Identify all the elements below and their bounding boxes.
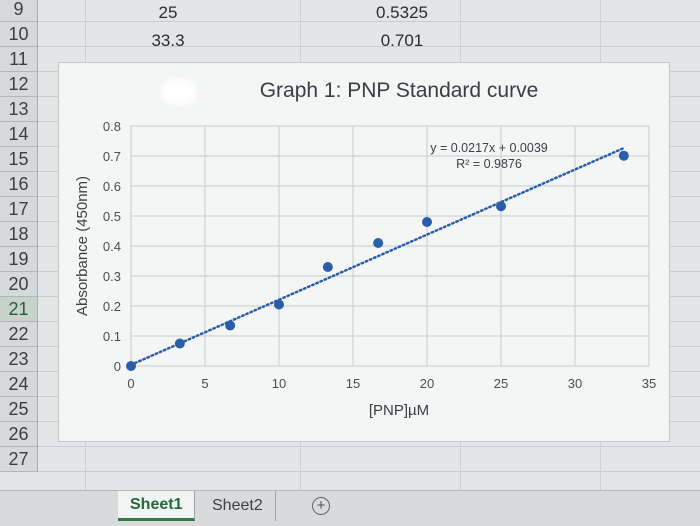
chart-title: Graph 1: PNP Standard curve bbox=[259, 79, 539, 102]
plus-circle-icon[interactable]: + bbox=[312, 497, 330, 515]
x-tick-label: 35 bbox=[642, 376, 656, 391]
grid-row bbox=[38, 22, 700, 47]
grid-row bbox=[38, 422, 700, 447]
y-tick-label: 0 bbox=[114, 359, 121, 374]
row-header-10[interactable]: 10 bbox=[0, 22, 38, 47]
row-header-27[interactable]: 27 bbox=[0, 447, 38, 472]
row-header-19[interactable]: 19 bbox=[0, 247, 38, 272]
y-tick-label: 0.6 bbox=[103, 179, 121, 194]
trendline-equation: y = 0.0217x + 0.0039 bbox=[430, 141, 548, 155]
y-tick-label: 0.2 bbox=[103, 299, 121, 314]
data-point bbox=[126, 361, 136, 371]
x-tick-label: 30 bbox=[568, 376, 582, 391]
cell-b9[interactable]: 0.5325 bbox=[376, 3, 428, 22]
y-tick-label: 0.1 bbox=[103, 329, 121, 344]
x-axis-label: [PNP]µM bbox=[369, 402, 429, 419]
y-tick-label: 0.4 bbox=[103, 239, 121, 254]
data-point bbox=[618, 150, 629, 161]
data-point bbox=[496, 201, 506, 212]
row-header-12[interactable]: 12 bbox=[0, 72, 38, 97]
cell-a10[interactable]: 33.3 bbox=[151, 31, 185, 50]
x-tick-label: 20 bbox=[420, 376, 434, 391]
x-tick-label: 0 bbox=[127, 376, 134, 391]
row-header-25[interactable]: 25 bbox=[0, 397, 38, 422]
row-header-18[interactable]: 18 bbox=[0, 222, 38, 247]
row-header-14[interactable]: 14 bbox=[0, 122, 38, 147]
y-tick-label: 0.8 bbox=[103, 119, 121, 134]
row-header-26[interactable]: 26 bbox=[0, 422, 38, 447]
y-tick-label: 0.7 bbox=[103, 149, 121, 164]
x-tick-label: 10 bbox=[272, 376, 286, 391]
chart-area[interactable]: Graph 1: PNP Standard curve 0 0.1 0.2 0.3 0.… bbox=[58, 62, 670, 442]
scatter-plot: 0 0.1 0.2 0.3 0.4 0.5 0.6 0.7 0.8 0 5 10 15 20 25 30 35 y… bbox=[74, 119, 656, 419]
x-tick-label: 5 bbox=[201, 376, 208, 391]
grid-row bbox=[38, 0, 700, 22]
screen-glare bbox=[165, 82, 193, 102]
data-point bbox=[373, 238, 384, 248]
tab-sheet1[interactable]: Sheet1 bbox=[118, 491, 196, 521]
row-header-9[interactable]: 9 bbox=[0, 0, 38, 22]
x-tick-label: 25 bbox=[494, 376, 508, 391]
data-point bbox=[225, 320, 236, 331]
row-header-15[interactable]: 15 bbox=[0, 147, 38, 172]
trendline bbox=[129, 146, 626, 367]
row-header-23[interactable]: 23 bbox=[0, 347, 38, 372]
data-point bbox=[322, 262, 333, 272]
row-header-11[interactable]: 11 bbox=[0, 47, 38, 72]
data-point bbox=[174, 338, 185, 349]
row-header-24[interactable]: 24 bbox=[0, 372, 38, 397]
data-point bbox=[274, 299, 284, 310]
r-squared-label: R² = 0.9876 bbox=[456, 157, 522, 171]
data-point bbox=[422, 217, 432, 227]
y-tick-label: 0.5 bbox=[103, 209, 121, 224]
cell-b10[interactable]: 0.701 bbox=[380, 31, 424, 50]
cell-a9[interactable]: 25 bbox=[158, 3, 178, 22]
tab-sheet2[interactable]: Sheet2 bbox=[200, 491, 276, 521]
row-header-20[interactable]: 20 bbox=[0, 272, 38, 297]
sheet-tab-bar: Sheet1 Sheet2 + bbox=[0, 490, 700, 526]
grid-row bbox=[38, 447, 700, 472]
y-tick-label: 0.3 bbox=[103, 269, 121, 284]
row-header-13[interactable]: 13 bbox=[0, 97, 38, 122]
row-header-21[interactable]: 21 bbox=[0, 297, 38, 322]
y-axis-label: Absorbance (450nm) bbox=[74, 176, 91, 316]
row-header-22[interactable]: 22 bbox=[0, 322, 38, 347]
row-header-16[interactable]: 16 bbox=[0, 172, 38, 197]
x-tick-label: 15 bbox=[346, 376, 360, 391]
row-header-17[interactable]: 17 bbox=[0, 197, 38, 222]
